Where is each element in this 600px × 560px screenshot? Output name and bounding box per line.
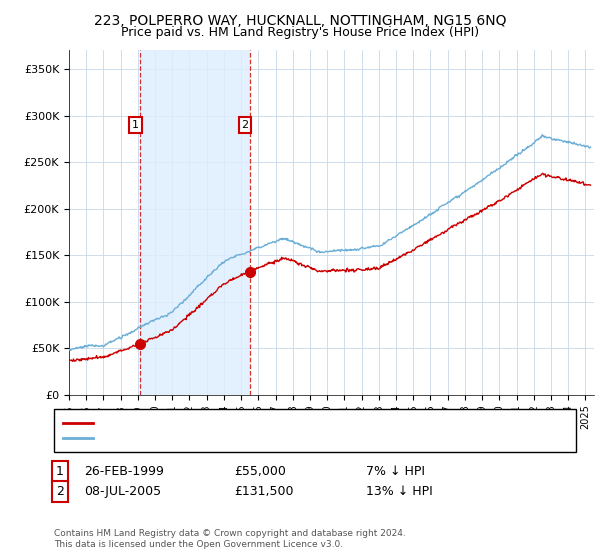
Text: 7% ↓ HPI: 7% ↓ HPI: [366, 465, 425, 478]
Text: 13% ↓ HPI: 13% ↓ HPI: [366, 485, 433, 498]
Bar: [140, 50, 250, 395]
Text: 26-FEB-1999: 26-FEB-1999: [84, 465, 164, 478]
Text: 2: 2: [56, 485, 64, 498]
Text: Contains HM Land Registry data © Crown copyright and database right 2024.
This d: Contains HM Land Registry data © Crown c…: [54, 529, 406, 549]
Text: 1: 1: [132, 120, 139, 130]
Text: £55,000: £55,000: [234, 465, 286, 478]
Text: 2: 2: [241, 120, 248, 130]
Text: Price paid vs. HM Land Registry's House Price Index (HPI): Price paid vs. HM Land Registry's House …: [121, 26, 479, 39]
Text: 223, POLPERRO WAY, HUCKNALL, NOTTINGHAM, NG15 6NQ (detached house): 223, POLPERRO WAY, HUCKNALL, NOTTINGHAM,…: [99, 418, 503, 428]
Text: 08-JUL-2005: 08-JUL-2005: [84, 485, 161, 498]
Text: £131,500: £131,500: [234, 485, 293, 498]
Text: 223, POLPERRO WAY, HUCKNALL, NOTTINGHAM, NG15 6NQ: 223, POLPERRO WAY, HUCKNALL, NOTTINGHAM,…: [94, 14, 506, 28]
Text: HPI: Average price, detached house, Ashfield: HPI: Average price, detached house, Ashf…: [99, 433, 334, 444]
Text: 1: 1: [56, 465, 64, 478]
